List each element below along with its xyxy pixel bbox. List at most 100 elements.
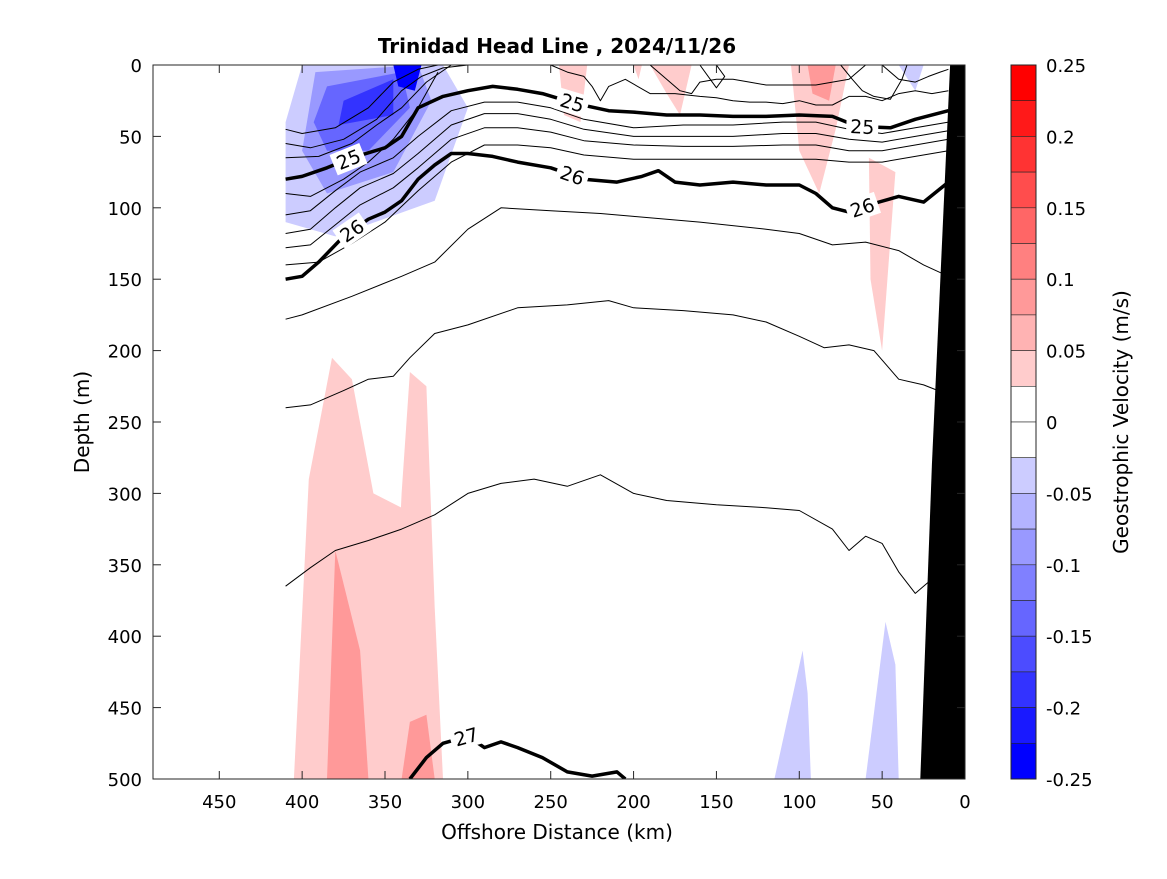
colorbar-segment (1010, 457, 1037, 494)
thin-contour-10 (649, 65, 866, 95)
bold-contour-26 (285, 151, 950, 281)
x-tick-label: 450 (202, 792, 236, 813)
colorbar-segment (1010, 136, 1037, 173)
colorbar-tick-label: -0.2 (1046, 699, 1081, 720)
colorbar-segment (1010, 314, 1037, 351)
x-tick-label: 150 (699, 792, 733, 813)
colorbar-tick-label: 0.15 (1046, 199, 1086, 220)
velocity-patch-12 (388, 372, 443, 779)
thin-contour-14 (285, 300, 946, 409)
y-tick-label: 500 (108, 770, 142, 791)
colorbar-segment (1010, 671, 1037, 708)
y-tick-label: 400 (108, 627, 142, 648)
contour-label-bg (843, 191, 882, 224)
y-tick-label: 50 (119, 127, 142, 148)
contour-label-bg (329, 143, 368, 176)
x-tick-label: 0 (959, 792, 970, 813)
bold-contour-27 (408, 734, 627, 779)
thin-contour-15 (285, 474, 933, 594)
thin-contour-13 (285, 207, 949, 320)
colorbar-tick-label: 0.2 (1046, 127, 1075, 148)
velocity-patch-11 (293, 357, 419, 779)
colorbar: 0.25 0.2 0.15 0.1 0.05 0 -0.05 -0.1 -0.15 -0.2 -0.… (1010, 56, 1093, 791)
thin-contour-6 (285, 127, 949, 249)
colorbar-segment (1010, 64, 1037, 102)
colorbar-label: Geostrophic Velocity (m/s) (1109, 290, 1133, 554)
colorbar-segment (1010, 350, 1037, 387)
colorbar-tick-label: -0.15 (1046, 627, 1093, 648)
thin-contour-2 (285, 65, 452, 159)
thin-contour-1 (285, 65, 468, 149)
colorbar-tick-label: 0.05 (1046, 342, 1086, 363)
thin-contour-0 (285, 65, 460, 134)
velocity-patch-16 (865, 621, 899, 779)
thin-contour-11 (840, 65, 908, 100)
thin-contour-4 (285, 101, 949, 216)
colorbar-tick-label: 0.25 (1046, 56, 1086, 77)
colorbar-segment (1010, 600, 1037, 637)
velocity-patch-15 (774, 650, 811, 779)
x-tick-label: 350 (368, 792, 402, 813)
y-tick-label: 200 (108, 342, 142, 363)
contour-label-bg (553, 87, 591, 118)
contour-label-25: 25 (850, 116, 875, 139)
contour-label-bg (845, 114, 879, 139)
y-tick-label: 450 (108, 699, 142, 720)
colorbar-tick-label: -0.25 (1046, 770, 1093, 791)
velocity-patch-9 (807, 65, 836, 101)
velocity-patch-6 (633, 65, 642, 80)
thin-density-contours (285, 65, 949, 594)
colorbar-segment (1010, 528, 1037, 566)
y-tick-label: 100 (108, 199, 142, 220)
bathymetry-layer (920, 65, 965, 779)
colorbar-segment (1010, 742, 1037, 780)
x-tick-label: 300 (451, 792, 485, 813)
colorbar-frame (1010, 64, 1037, 780)
x-tick-label: 100 (782, 792, 816, 813)
x-axis-label: Offshore Distance (km) (441, 820, 673, 844)
velocity-patch-14 (401, 714, 435, 779)
colorbar-tick-label: 0 (1046, 413, 1057, 434)
x-axis-ticks: 450 400 350 300 250 200 150 100 50 0 (202, 65, 971, 813)
colorbar-segment (1010, 243, 1037, 280)
colorbar-segment (1010, 171, 1037, 209)
colorbar-segment (1010, 493, 1037, 530)
thin-contour-12 (881, 65, 949, 83)
chart-title: Trinidad Head Line , 2024/11/26 (378, 34, 736, 58)
thin-contour-5 (285, 113, 949, 234)
x-tick-label: 250 (534, 792, 568, 813)
y-axis-ticks: 0 50 100 150 200 250 300 350 400 450 500 (108, 56, 965, 791)
colorbar-segment (1010, 278, 1037, 316)
thin-contour-7 (285, 144, 949, 266)
velocity-patch-7 (650, 65, 692, 115)
bathymetry-seafloor (920, 65, 965, 779)
y-tick-label: 350 (108, 556, 142, 577)
velocity-patch-13 (327, 550, 369, 779)
y-tick-label: 150 (108, 270, 142, 291)
thin-contour-8 (550, 65, 949, 106)
colorbar-segment (1010, 385, 1037, 423)
velocity-patch-3 (338, 79, 394, 125)
y-tick-label: 0 (131, 56, 142, 77)
contour-label-bg (332, 212, 372, 249)
colorbar-segment (1010, 421, 1037, 459)
colorbar-segment (1010, 564, 1037, 601)
colorbar-tick-label: 0.1 (1046, 270, 1075, 291)
contour-label-bg (553, 159, 592, 191)
colorbar-tick-label: -0.05 (1046, 484, 1093, 505)
x-tick-label: 50 (871, 792, 894, 813)
colorbar-segment (1010, 207, 1037, 244)
y-tick-label: 300 (108, 484, 142, 505)
y-tick-label: 250 (108, 413, 142, 434)
x-tick-label: 400 (285, 792, 319, 813)
colorbar-tick-label: -0.1 (1046, 556, 1081, 577)
colorbar-segment (1010, 707, 1037, 744)
x-tick-label: 200 (616, 792, 650, 813)
colorbar-segment (1010, 635, 1037, 673)
colorbar-segment (1010, 100, 1037, 137)
velocity-patch-8 (791, 65, 849, 194)
y-axis-label: Depth (m) (70, 371, 94, 473)
